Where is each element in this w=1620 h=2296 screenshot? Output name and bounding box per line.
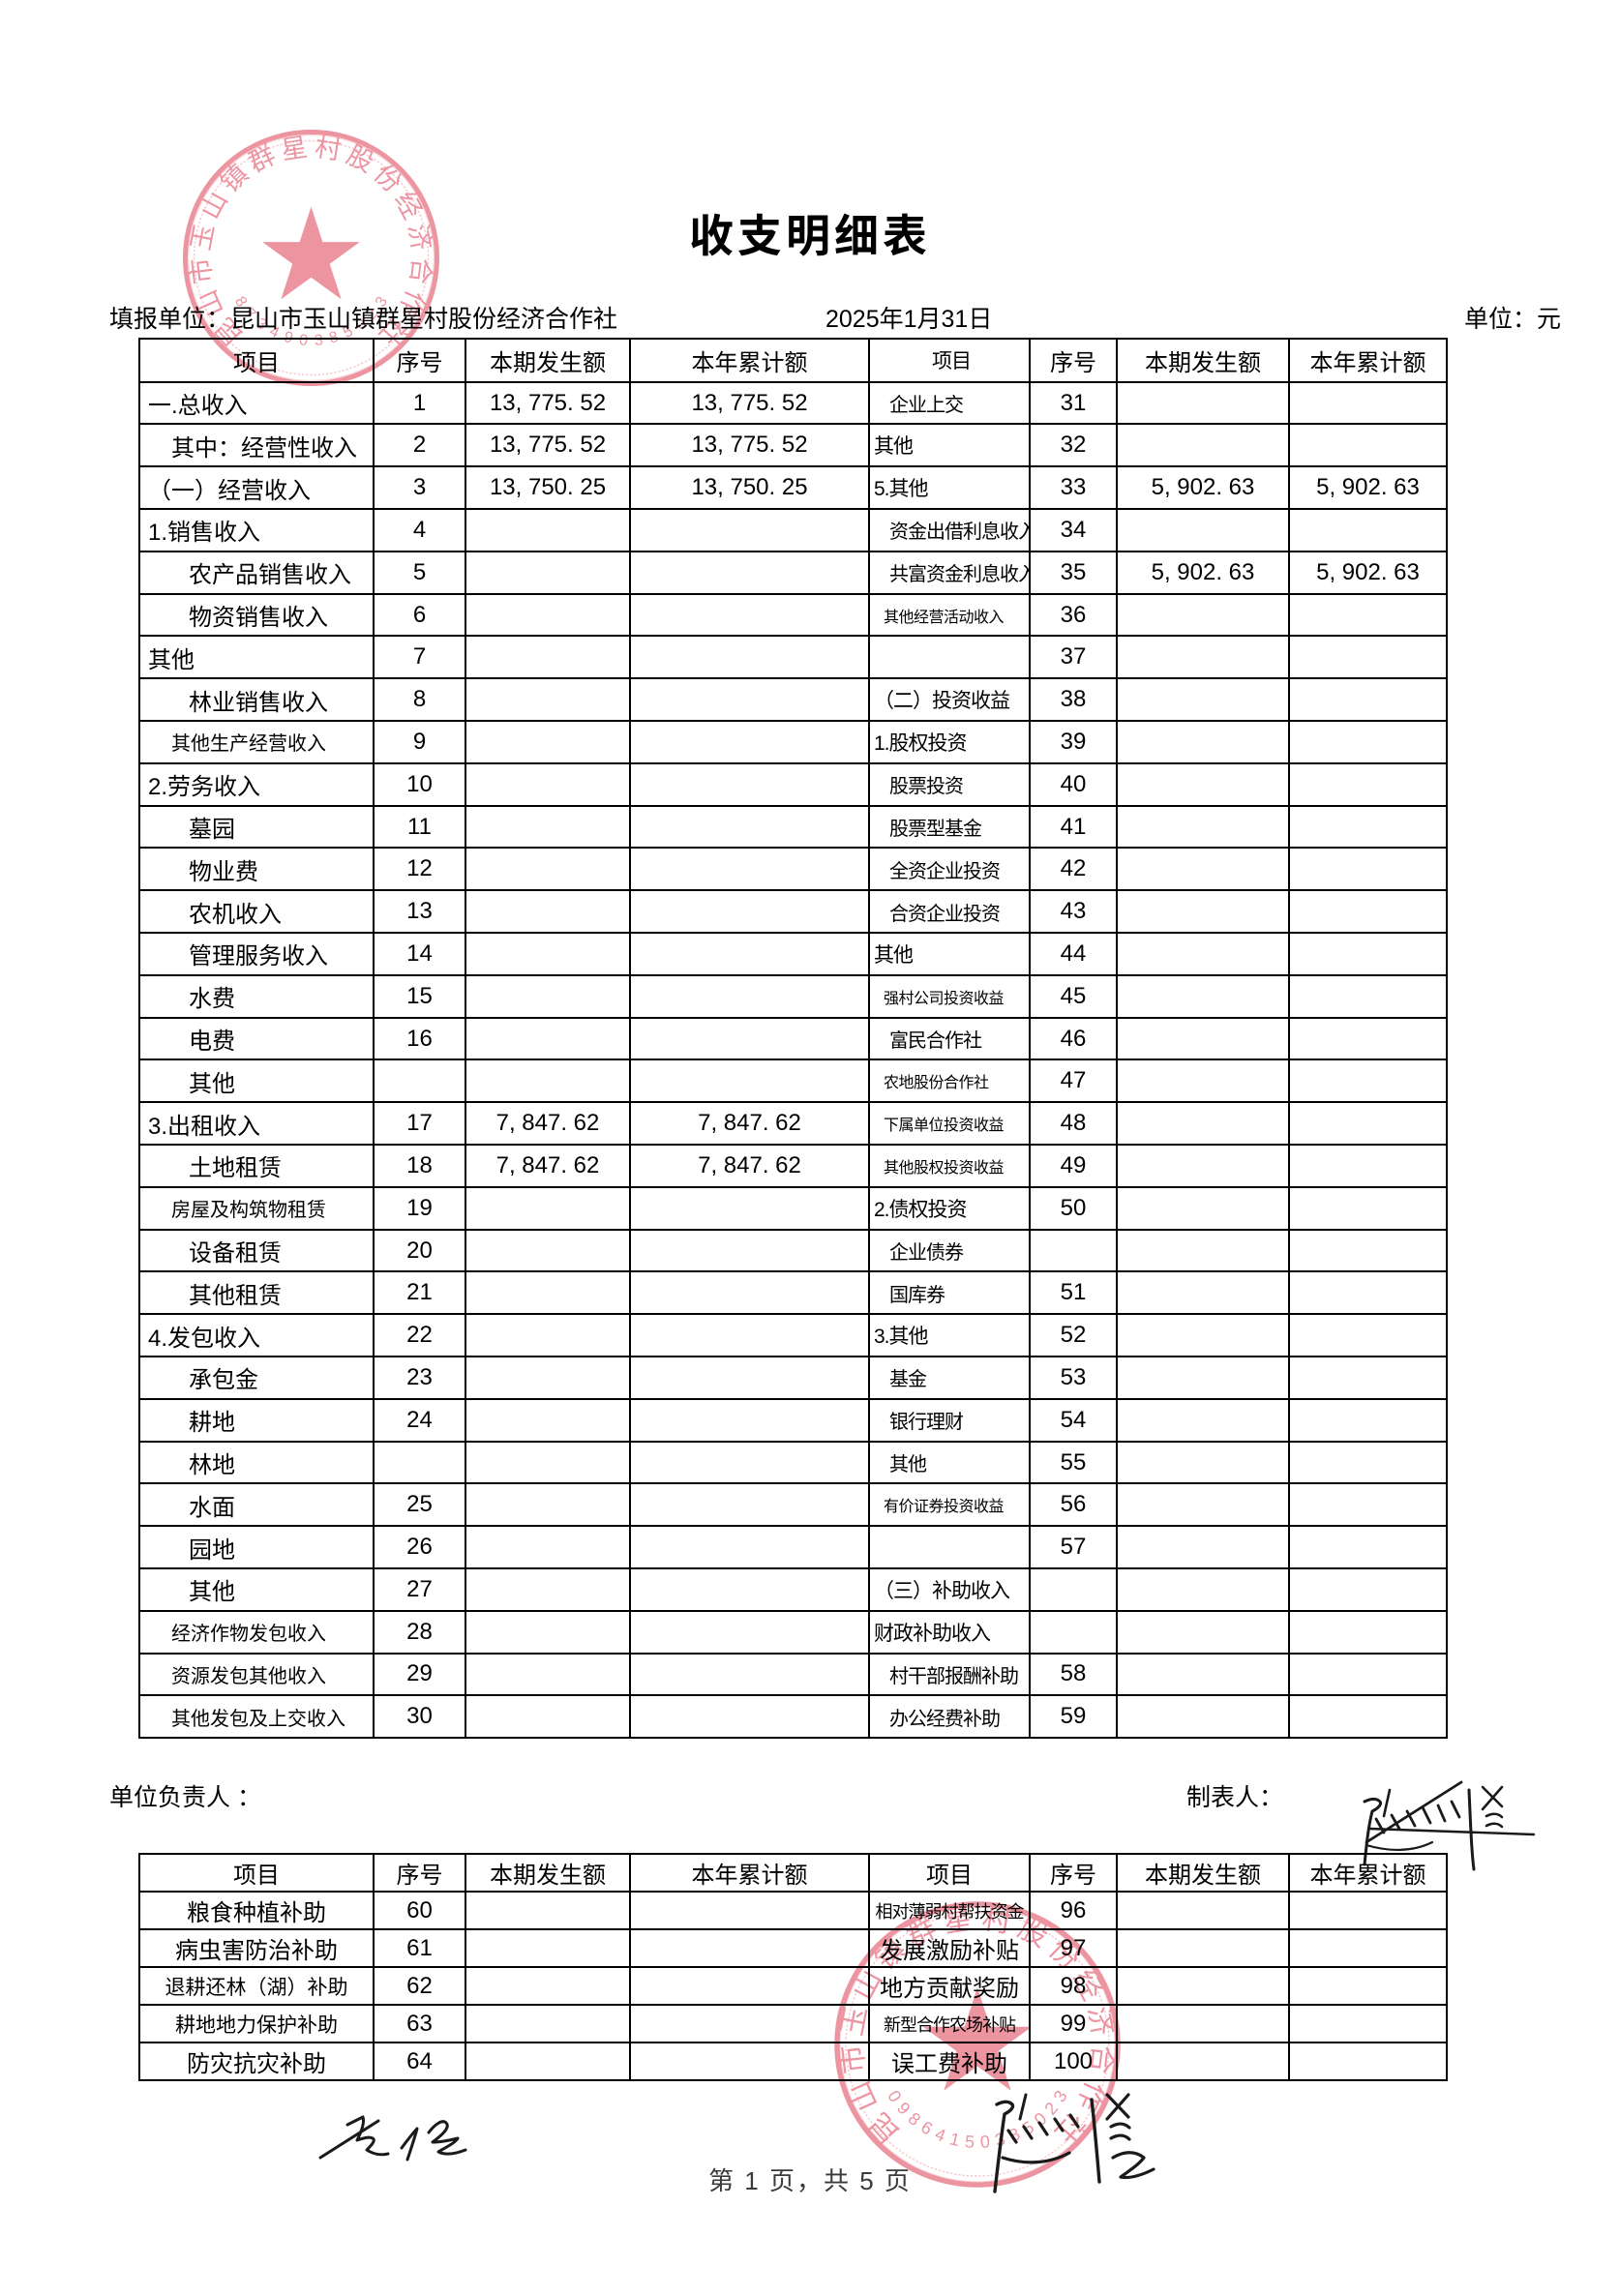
svg-text:4: 4 xyxy=(932,2124,948,2145)
svg-text:村: 村 xyxy=(313,133,343,165)
svg-text:市: 市 xyxy=(186,256,218,285)
svg-text:1: 1 xyxy=(947,2129,961,2150)
svg-text:6: 6 xyxy=(917,2117,936,2138)
svg-text:份: 份 xyxy=(369,159,407,197)
svg-text:星: 星 xyxy=(279,133,309,165)
svg-text:镇: 镇 xyxy=(215,159,254,197)
svg-text:合: 合 xyxy=(405,256,436,285)
svg-text:5: 5 xyxy=(964,2132,975,2152)
svg-text:山: 山 xyxy=(843,2076,884,2116)
svg-text:玉: 玉 xyxy=(186,222,220,253)
svg-text:济: 济 xyxy=(403,222,436,253)
